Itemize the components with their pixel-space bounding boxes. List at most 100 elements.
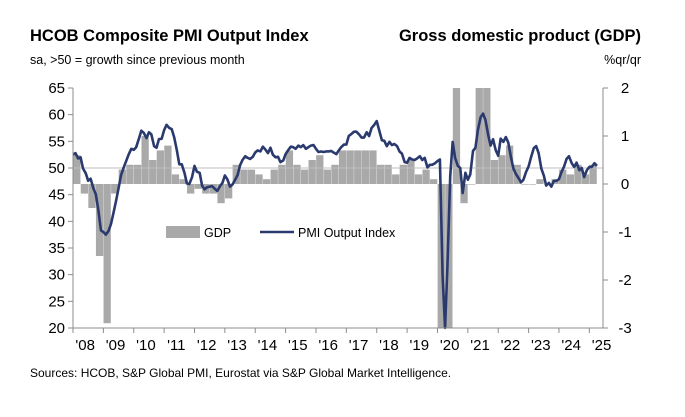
x-tick-label: '15	[288, 337, 308, 354]
source-note: Sources: HCOB, S&P Global PMI, Eurostat …	[30, 366, 452, 380]
y-right-tick-label: 0	[621, 176, 629, 193]
y-right-tick-label: -3	[618, 320, 631, 337]
gdp-bar	[240, 169, 248, 184]
x-tick-label: '08	[75, 337, 95, 354]
gdp-bar	[278, 164, 286, 184]
gdp-bar	[483, 88, 491, 184]
gdp-bar	[187, 184, 195, 194]
gdp-bar	[452, 88, 461, 184]
gdp-bar	[430, 179, 438, 184]
legend-pmi-label: PMI Output Index	[298, 226, 396, 240]
gdp-bar	[88, 184, 96, 208]
gdp-bar	[156, 150, 164, 184]
gdp-bar	[255, 174, 263, 184]
gdp-bar	[194, 184, 202, 189]
gdp-bar	[133, 164, 142, 184]
gdp-bar	[73, 155, 81, 184]
gdp-bar	[536, 179, 544, 184]
x-tick-label: '22	[501, 337, 521, 354]
gdp-bar	[559, 169, 567, 184]
gdp-bar	[354, 150, 362, 184]
gdp-bar	[521, 184, 529, 185]
y-left-tick-label: 40	[48, 213, 65, 230]
gdp-bar	[399, 164, 407, 184]
gdp-bar	[414, 174, 423, 184]
chart-subtitle: sa, >50 = growth since previous month	[30, 53, 245, 67]
y-right-tick-label: -1	[618, 224, 631, 241]
y-left-tick-label: 25	[48, 293, 65, 310]
y-left-tick-label: 30	[48, 267, 65, 284]
gdp-bar	[581, 174, 590, 184]
gdp-bar	[392, 174, 400, 184]
y-left-tick-label: 65	[48, 80, 65, 97]
pmi-output-line	[72, 112, 598, 330]
x-tick-label: '19	[410, 337, 430, 354]
x-tick-label: '16	[318, 337, 338, 354]
gdp-bar	[498, 155, 506, 184]
gdp-bar	[111, 184, 119, 194]
gdp-bar	[460, 184, 468, 204]
y-left-tick-label: 35	[48, 240, 65, 257]
gdp-bar	[141, 136, 149, 184]
gdp-bar	[308, 160, 316, 184]
chart-title: HCOB Composite PMI Output Index	[30, 27, 309, 45]
gdp-bar	[80, 184, 89, 194]
gdp-bar	[316, 155, 324, 184]
x-tick-label: '17	[349, 337, 369, 354]
gdp-bar	[285, 150, 294, 184]
gdp-bar	[217, 184, 225, 204]
x-tick-label: '24	[561, 337, 581, 354]
y-left-tick-label: 45	[48, 187, 65, 204]
gdp-bar	[467, 184, 476, 185]
y-left-tick-label: 50	[48, 160, 65, 177]
y-left-tick-label: 60	[48, 107, 65, 124]
chart-title-right: Gross domestic product (GDP)	[398, 27, 641, 45]
gdp-bar	[164, 145, 172, 184]
gdp-bar	[384, 164, 392, 184]
gdp-bar	[369, 150, 377, 184]
gdp-bar	[179, 179, 187, 184]
pmi-line-layer	[72, 112, 598, 330]
legend: GDP PMI Output Index	[166, 226, 396, 240]
gdp-bar	[225, 184, 233, 199]
x-tick-label: '14	[258, 337, 278, 354]
x-tick-label: '12	[197, 337, 217, 354]
x-tick-label: '25	[592, 337, 612, 354]
legend-gdp-label: GDP	[204, 226, 231, 240]
gdp-bar	[566, 174, 574, 184]
gdp-bar	[490, 160, 499, 184]
x-tick-label: '23	[531, 337, 551, 354]
gdp-bar	[323, 169, 332, 184]
gdp-bar	[589, 164, 597, 184]
gdp-bar	[505, 145, 514, 184]
right-axis-unit: %qr/qr	[604, 53, 641, 67]
legend-gdp-swatch	[166, 226, 200, 238]
gdp-bar	[528, 184, 537, 185]
gdp-bar	[247, 169, 256, 184]
x-tick-label: '13	[227, 337, 247, 354]
y-left-tick-label: 20	[48, 320, 65, 337]
gdp-bar	[262, 179, 271, 184]
gdp-bar	[407, 160, 415, 184]
x-tick-label: '18	[379, 337, 399, 354]
gdp-bar	[171, 174, 180, 184]
gdp-bar	[376, 164, 385, 184]
gdp-bar	[338, 150, 347, 184]
gdp-bar	[126, 164, 134, 184]
gdp-bar	[149, 160, 157, 184]
axes: 65 60 55 50 45 40 35 30 25 20 2 1 0 -1 -2 -3 '08 '09 '10 '1…	[48, 80, 631, 354]
y-right-tick-label: 1	[621, 128, 629, 145]
gdp-bar	[422, 169, 430, 184]
gdp-bar	[103, 184, 111, 324]
gdp-bar	[574, 164, 582, 184]
x-tick-label: '20	[440, 337, 460, 354]
gdp-bar	[475, 88, 483, 184]
y-right-tick-label: 2	[621, 80, 629, 97]
gdp-bar	[293, 164, 301, 184]
y-right-tick-label: -2	[618, 272, 631, 289]
gdp-bar	[232, 164, 240, 184]
gdp-bar	[300, 169, 309, 184]
gdp-bar	[270, 169, 278, 184]
gdp-bar	[346, 150, 354, 184]
gdp-bar	[118, 169, 126, 184]
